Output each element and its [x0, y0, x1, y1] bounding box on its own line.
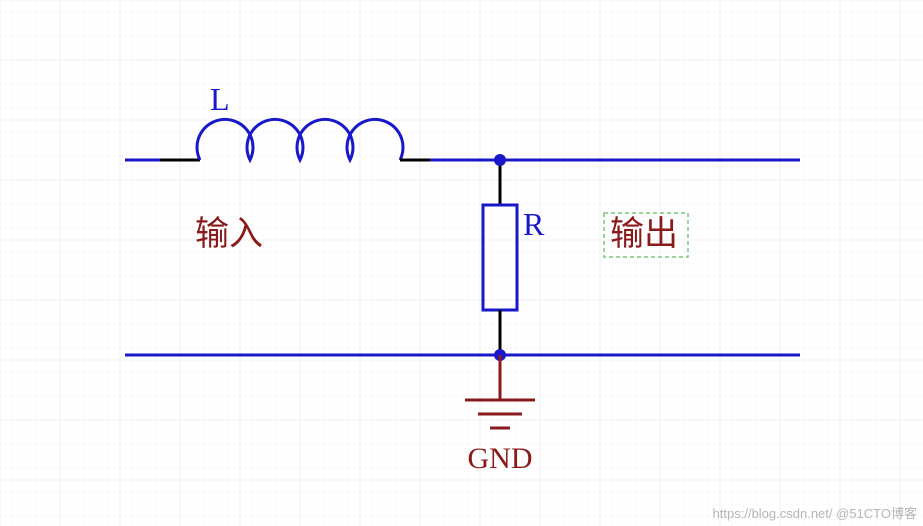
junction-top [494, 154, 506, 166]
circuit-diagram: L R 输入 输出 GND [0, 0, 923, 526]
label-R: R [523, 206, 545, 242]
label-L: L [210, 81, 230, 117]
label-gnd: GND [468, 442, 533, 475]
label-input: 输入 [195, 215, 263, 253]
label-output: 输出 [610, 215, 678, 253]
watermark-text: https://blog.csdn.net/ @51CTO博客 [713, 503, 917, 522]
